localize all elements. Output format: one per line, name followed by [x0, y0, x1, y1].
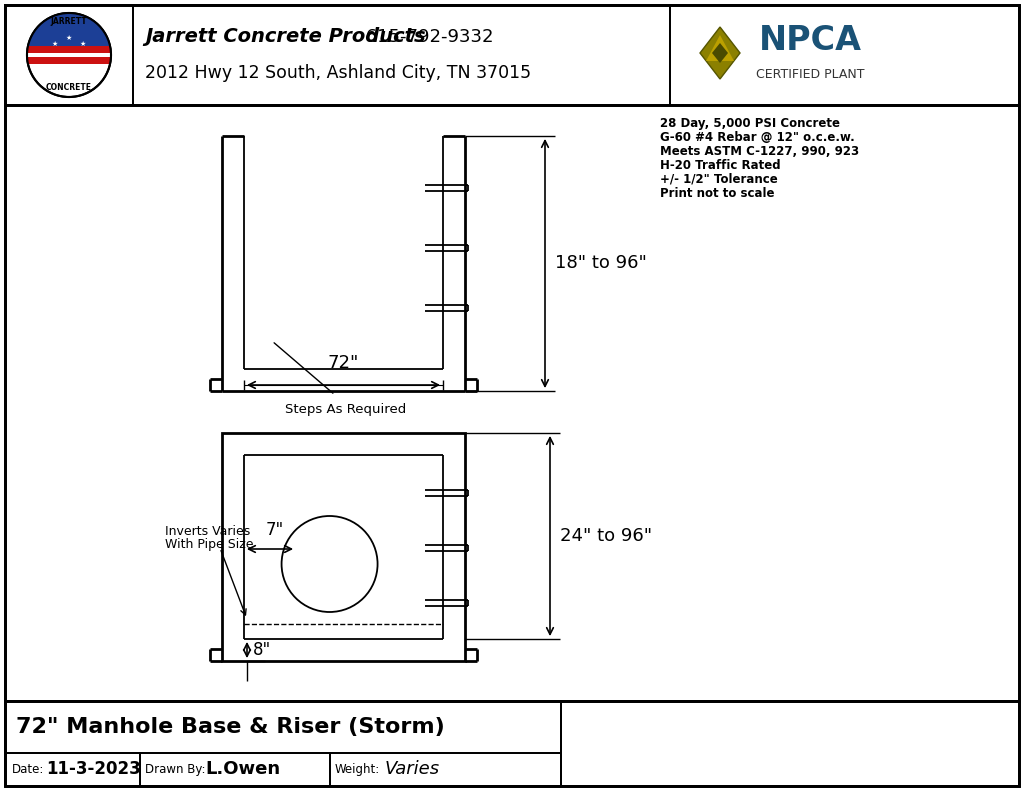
- Text: JARRETT: JARRETT: [50, 17, 87, 25]
- Text: L.Owen: L.Owen: [205, 760, 281, 778]
- Bar: [561, 701, 1019, 786]
- Text: 72": 72": [328, 354, 359, 372]
- Text: ★: ★: [52, 41, 58, 47]
- Bar: [27, 53, 111, 57]
- Text: Jarrett Concrete Products: Jarrett Concrete Products: [145, 28, 426, 47]
- Circle shape: [27, 13, 111, 97]
- Text: Date:: Date:: [12, 763, 44, 776]
- Polygon shape: [706, 35, 734, 61]
- Text: 8": 8": [253, 641, 271, 659]
- Text: 7": 7": [266, 521, 284, 539]
- Polygon shape: [712, 43, 728, 63]
- Bar: [222, 433, 465, 661]
- Text: With Pipe Size: With Pipe Size: [165, 538, 254, 551]
- Text: Drawn By:: Drawn By:: [145, 763, 206, 776]
- Bar: [5, 5, 1019, 105]
- Bar: [5, 5, 133, 105]
- Text: Steps As Required: Steps As Required: [285, 403, 407, 416]
- Wedge shape: [27, 13, 111, 55]
- Text: CONCRETE: CONCRETE: [46, 84, 92, 93]
- Text: Meets ASTM C-1227, 990, 923: Meets ASTM C-1227, 990, 923: [660, 145, 859, 158]
- Bar: [330, 753, 561, 786]
- Text: Varies: Varies: [385, 760, 440, 778]
- Text: Weight:: Weight:: [335, 763, 380, 776]
- Text: Inverts Varies: Inverts Varies: [165, 525, 250, 538]
- Text: +/- 1/2" Tolerance: +/- 1/2" Tolerance: [660, 173, 778, 186]
- Bar: [140, 753, 330, 786]
- Text: Print not to scale: Print not to scale: [660, 187, 774, 200]
- Text: ★: ★: [80, 41, 86, 47]
- Bar: [670, 5, 1019, 105]
- Text: 615-792-9332: 615-792-9332: [360, 28, 494, 46]
- Text: 2012 Hwy 12 South, Ashland City, TN 37015: 2012 Hwy 12 South, Ashland City, TN 3701…: [145, 64, 531, 82]
- Bar: [5, 701, 561, 753]
- Bar: [5, 701, 1019, 786]
- Text: NPCA: NPCA: [759, 24, 861, 56]
- Text: 11-3-2023: 11-3-2023: [46, 760, 140, 778]
- Text: 24" to 96": 24" to 96": [560, 527, 652, 545]
- Bar: [27, 46, 111, 64]
- Text: H-20 Traffic Rated: H-20 Traffic Rated: [660, 159, 780, 172]
- Bar: [5, 701, 561, 786]
- Bar: [133, 5, 670, 105]
- Text: 72" Manhole Base & Riser (Storm): 72" Manhole Base & Riser (Storm): [16, 717, 444, 737]
- Text: G-60 #4 Rebar @ 12" o.c.e.w.: G-60 #4 Rebar @ 12" o.c.e.w.: [660, 131, 855, 144]
- Bar: [5, 753, 140, 786]
- Text: ★: ★: [66, 35, 72, 41]
- Polygon shape: [700, 27, 740, 79]
- Text: 18" to 96": 18" to 96": [555, 255, 647, 273]
- Text: CERTIFIED PLANT: CERTIFIED PLANT: [756, 69, 864, 81]
- Text: 28 Day, 5,000 PSI Concrete: 28 Day, 5,000 PSI Concrete: [660, 117, 840, 130]
- Bar: [5, 105, 1019, 701]
